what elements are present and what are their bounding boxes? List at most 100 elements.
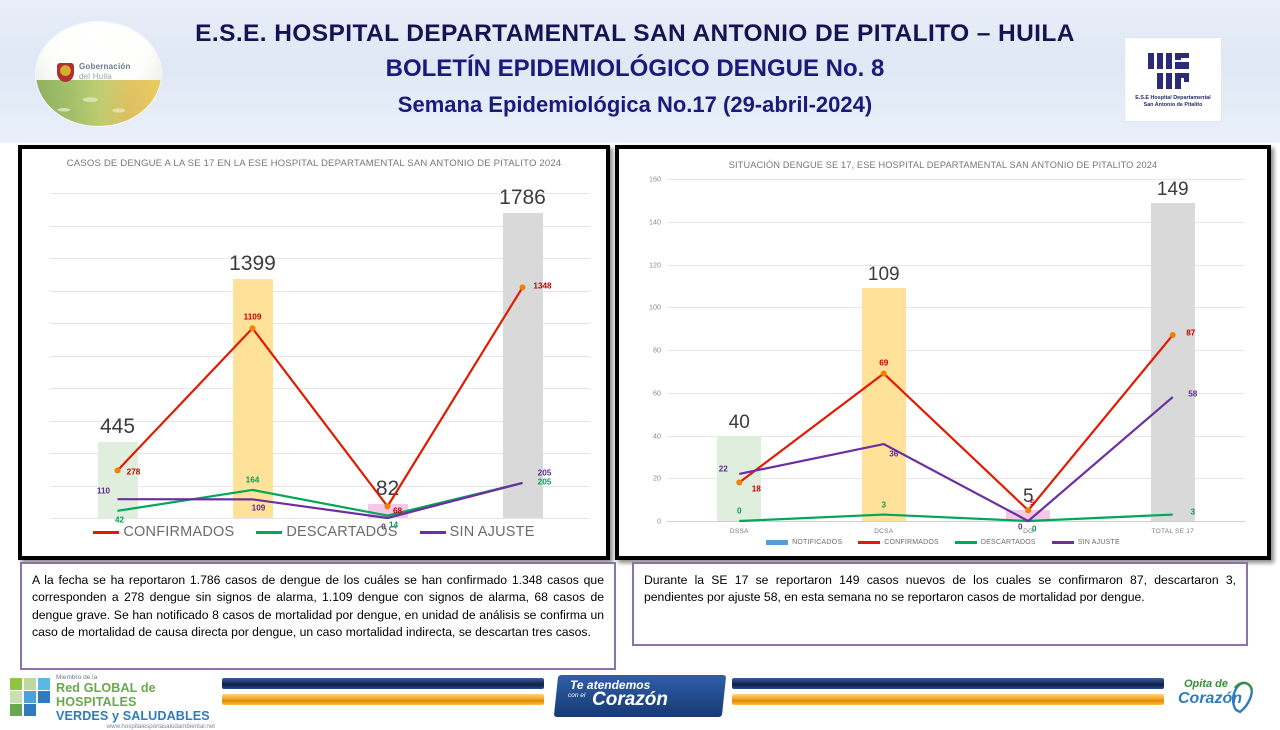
legend-swatch-confirmados (858, 541, 881, 544)
gridline (50, 518, 590, 519)
y-axis-tick: 40 (653, 431, 661, 440)
legend-item-notificados[interactable]: NOTIFICADOS (766, 539, 842, 546)
point-value-label: 164 (245, 475, 260, 485)
footer-orange-bar-left (222, 694, 544, 705)
opita-line2: Corazón (1178, 690, 1242, 707)
bar-value-label: 5 (1022, 486, 1034, 508)
gridline (50, 323, 590, 324)
bulletin-footer: Miembro de la Red GLOBAL de HOSPITALES V… (0, 672, 1280, 730)
point-value-label: 22 (718, 464, 728, 474)
point-value-label: 68 (392, 506, 403, 516)
gridline (50, 388, 590, 389)
hospital-logo: E.S.E Hospital Departamental San Antonio… (1124, 37, 1222, 122)
series-marker (249, 325, 256, 332)
point-value-label: 109 (251, 503, 266, 513)
gridline (667, 264, 1245, 266)
footer-blue-bar-right (732, 678, 1164, 689)
legend-item-sin-ajuste[interactable]: SIN AJUSTE (1051, 539, 1120, 546)
point-value-label: 0 (1031, 524, 1037, 534)
x-axis-tick: DCSA (874, 528, 894, 535)
opita-heart-icon (1231, 681, 1254, 714)
series-marker (736, 479, 743, 486)
bar-value-label: 149 (1156, 178, 1189, 200)
point-value-label: 110 (96, 486, 111, 496)
summary-textbox-cumulative: A la fecha se ha reportaron 1.786 casos … (20, 562, 616, 670)
summary-textbox-week: Durante la SE 17 se reportaron 149 casos… (632, 562, 1248, 646)
point-value-label: 14 (388, 520, 399, 530)
corazon-line3: Corazón (592, 689, 668, 710)
point-value-label: 5 (1029, 498, 1035, 508)
y-axis-tick: 60 (653, 388, 661, 398)
bar-dssa (97, 441, 138, 518)
gobernacion-logo-line1: Gobernación (79, 62, 131, 71)
y-axis-tick: 120 (649, 260, 661, 269)
chart-title-left: CASOS DE DENGUE A LA SE 17 EN LA ESE HOS… (66, 158, 562, 169)
legend-item-descartados[interactable]: DESCARTADOS (256, 524, 397, 540)
bar-dcsa (861, 288, 906, 521)
bar-total-se-17 (502, 212, 543, 518)
header-title-block: E.S.E. HOSPITAL DEPARTAMENTAL SAN ANTONI… (170, 20, 1100, 118)
gridline (50, 193, 590, 194)
gridline (667, 392, 1245, 394)
point-value-label: 18 (751, 484, 761, 494)
chart-legend-left: CONFIRMADOS DESCARTADOS SIN AJUSTE (22, 524, 606, 540)
legend-label: DESCARTADOS (980, 539, 1036, 546)
bar-dcsa (232, 278, 273, 518)
bar-value-label: 40 (728, 411, 750, 433)
huila-coat-of-arms-icon (57, 63, 74, 82)
x-axis-tick: TOTAL SE 17 (1151, 528, 1194, 535)
bar-value-label: 445 (99, 414, 136, 438)
gridline (50, 290, 590, 292)
rgh-line0: Miembro de la (56, 674, 98, 681)
hospital-monogram-icon (1148, 52, 1189, 89)
point-value-label: 36 (889, 449, 899, 459)
opita-de-corazon-logo: Opita de Corazón (1178, 674, 1264, 718)
series-line-confirmados (738, 334, 1174, 512)
gridline (667, 307, 1245, 309)
series-line-sin-ajuste (739, 396, 1174, 523)
series-marker (519, 284, 526, 291)
legend-label: SIN AJUSTE (1077, 539, 1120, 546)
y-axis-tick: 160 (649, 174, 661, 184)
series-marker (880, 370, 887, 377)
chart-title-right: SITUACIÓN DENGUE SE 17, ESE HOSPITAL DEP… (728, 160, 1158, 170)
gridline (50, 420, 590, 422)
opita-line1: Opita de (1184, 678, 1229, 690)
rgh-line2: VERDES y SALUDABLES (56, 709, 210, 723)
gridline (50, 485, 590, 487)
bulletin-header: Gobernación del Huila E.S.E. HOSPITAL DE… (0, 0, 1280, 143)
series-line-descartados (739, 513, 1173, 523)
y-axis-tick: 0 (657, 516, 661, 526)
legend-item-descartados[interactable]: DESCARTADOS (954, 539, 1036, 546)
x-axis-tick: DG (1023, 528, 1034, 535)
legend-swatch-notificados (766, 540, 789, 545)
bar-total-se-17 (1150, 202, 1195, 521)
gridline (50, 258, 590, 259)
x-axis-line (667, 521, 1245, 522)
point-value-label: 42 (114, 515, 125, 525)
legend-swatch-sin-ajuste (1051, 541, 1074, 544)
legend-swatch-sin-ajuste (419, 530, 446, 534)
point-value-label: 205 (537, 477, 552, 487)
point-value-label: 1348 (533, 281, 552, 291)
rgh-line3: www.hospitalesporlasaludambiental.net (106, 723, 215, 730)
te-atendemos-con-el-corazon-logo: Te atendemos con el Corazón (553, 675, 727, 717)
y-axis-tick: 100 (649, 302, 661, 312)
hospital-logo-line1: E.S.E Hospital Departamental (1135, 94, 1211, 101)
plot-area-right: 0 20 40 60 80 100 120 140 160 40 109 5 149 DSSA DCSA DG… (649, 175, 1245, 535)
series-lines (736, 332, 1176, 523)
legend-swatch-descartados (954, 541, 977, 544)
series-marker (1025, 507, 1032, 514)
bar-value-label: 82 (375, 476, 400, 500)
point-value-label: 0 (381, 522, 386, 532)
legend-item-confirmados[interactable]: CONFIRMADOS (858, 539, 939, 546)
legend-item-sin-ajuste[interactable]: SIN AJUSTE (419, 524, 535, 540)
gridline (667, 478, 1245, 480)
point-value-label: 1109 (243, 312, 262, 322)
point-value-label: 278 (126, 467, 141, 477)
bar-value-label: 1786 (499, 185, 546, 209)
page-title: E.S.E. HOSPITAL DEPARTAMENTAL SAN ANTONI… (195, 20, 1075, 47)
point-value-label: 58 (1188, 389, 1198, 399)
legend-item-confirmados[interactable]: CONFIRMADOS (93, 524, 234, 540)
bar-dssa (717, 435, 762, 521)
